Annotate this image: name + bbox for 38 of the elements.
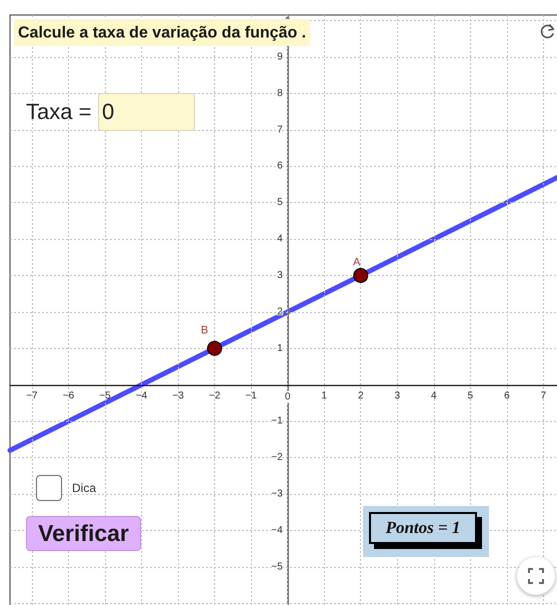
annotation: A: [353, 256, 362, 268]
x-tick-label: 4: [431, 390, 438, 402]
y-tick-label: 6: [277, 160, 284, 172]
y-tick-label: 5: [277, 197, 284, 208]
y-tick-label: −2: [271, 452, 284, 464]
x-tick-label: −3: [172, 390, 184, 402]
y-tick-label: 4: [277, 234, 284, 245]
input-field[interactable]: 0: [98, 93, 195, 131]
x-tick-label: −7: [26, 390, 38, 402]
y-tick-label: 9: [277, 51, 284, 62]
y-tick-label: −3: [271, 488, 284, 500]
x-tick-label: 0: [284, 391, 291, 402]
x-tick-label: −4: [136, 390, 148, 402]
y-tick-label: −4: [271, 524, 284, 536]
x-tick-label: 3: [394, 390, 400, 402]
y-tick-label: −1: [271, 416, 284, 427]
x-tick-label: 7: [540, 390, 547, 402]
button[interactable]: Verificar: [26, 516, 141, 551]
x-tick-label: 6: [504, 390, 510, 402]
annotation: Taxa =: [26, 98, 92, 126]
annotation: B: [200, 324, 208, 336]
y-tick-label: 7: [277, 124, 284, 136]
x-tick-label: 2: [358, 390, 364, 402]
x-tick-label: 1: [321, 390, 328, 402]
y-tick-label: 1: [277, 342, 284, 354]
x-tick-label: −2: [208, 390, 221, 402]
x-tick-label: −1: [245, 390, 258, 402]
x-tick-label: −6: [62, 390, 75, 402]
text: Calcule a taxa de variação da função .: [18, 24, 306, 42]
y-tick-label: 3: [277, 270, 284, 281]
annotation: Pontos = 1: [369, 512, 477, 544]
x-tick-label: 5: [468, 390, 474, 402]
y-tick-label: 8: [277, 88, 284, 99]
y-tick-label: −5: [271, 561, 284, 572]
checkbox[interactable]: [36, 475, 62, 501]
annotation: Dica: [72, 481, 96, 495]
annotation: 0: [102, 99, 114, 125]
x-tick-label: −5: [99, 390, 112, 402]
